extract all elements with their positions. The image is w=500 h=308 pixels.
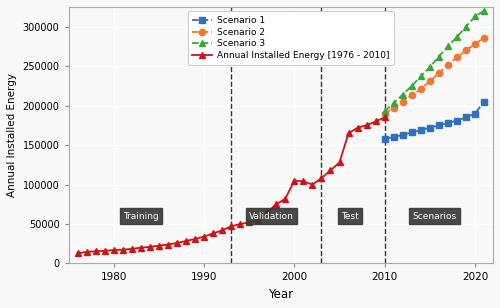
Text: Training: Training <box>123 212 158 221</box>
Annual Installed Energy [1976 - 2010] <box>382 116 388 119</box>
Scenario 1 <box>463 116 469 119</box>
Scenario 3 <box>472 14 478 18</box>
Scenario 1 <box>418 128 424 132</box>
Scenario 3 <box>454 35 460 39</box>
Scenario 1 <box>427 126 433 130</box>
Scenario 2 <box>427 79 433 83</box>
Annual Installed Energy [1976 - 2010] <box>183 239 189 243</box>
Text: Test: Test <box>342 212 359 221</box>
Scenario 2 <box>463 48 469 52</box>
Scenario 2 <box>436 71 442 75</box>
Annual Installed Energy [1976 - 2010] <box>129 247 135 251</box>
Scenario 2 <box>445 63 451 67</box>
Scenario 1 <box>454 119 460 123</box>
Annual Installed Energy [1976 - 2010] <box>246 221 252 224</box>
X-axis label: Year: Year <box>268 288 293 301</box>
Line: Scenario 2: Scenario 2 <box>382 34 487 117</box>
Annual Installed Energy [1976 - 2010] <box>74 251 80 255</box>
Scenario 1 <box>390 135 396 139</box>
Scenario 3 <box>390 101 396 105</box>
Annual Installed Energy [1976 - 2010] <box>147 245 153 249</box>
Annual Installed Energy [1976 - 2010] <box>364 124 370 127</box>
Annual Installed Energy [1976 - 2010] <box>346 132 352 135</box>
Annual Installed Energy [1976 - 2010] <box>292 179 298 182</box>
Annual Installed Energy [1976 - 2010] <box>192 237 198 241</box>
Text: Scenarios: Scenarios <box>412 212 457 221</box>
Annual Installed Energy [1976 - 2010] <box>174 241 180 245</box>
Annual Installed Energy [1976 - 2010] <box>102 249 107 253</box>
Scenario 2 <box>400 100 406 103</box>
Scenario 2 <box>481 36 487 39</box>
Annual Installed Energy [1976 - 2010] <box>120 248 126 252</box>
Scenario 3 <box>463 25 469 29</box>
Scenario 3 <box>427 65 433 69</box>
Annual Installed Energy [1976 - 2010] <box>282 197 288 201</box>
Annual Installed Energy [1976 - 2010] <box>274 202 280 206</box>
Annual Installed Energy [1976 - 2010] <box>110 248 116 252</box>
Annual Installed Energy [1976 - 2010] <box>165 243 171 246</box>
Annual Installed Energy [1976 - 2010] <box>264 210 270 214</box>
Annual Installed Energy [1976 - 2010] <box>372 120 378 123</box>
Scenario 3 <box>409 84 415 88</box>
Legend: Scenario 1, Scenario 2, Scenario 3, Annual Installed Energy [1976 - 2010]: Scenario 1, Scenario 2, Scenario 3, Annu… <box>188 11 394 65</box>
Line: Scenario 3: Scenario 3 <box>382 8 487 114</box>
Line: Annual Installed Energy [1976 - 2010]: Annual Installed Energy [1976 - 2010] <box>74 114 388 256</box>
Scenario 2 <box>409 94 415 97</box>
Scenario 2 <box>472 42 478 46</box>
Scenario 3 <box>382 109 388 113</box>
Annual Installed Energy [1976 - 2010] <box>228 225 234 228</box>
Scenario 3 <box>400 93 406 96</box>
Annual Installed Energy [1976 - 2010] <box>318 176 324 180</box>
Annual Installed Energy [1976 - 2010] <box>138 246 144 249</box>
Scenario 3 <box>418 75 424 78</box>
Scenario 3 <box>445 45 451 48</box>
Annual Installed Energy [1976 - 2010] <box>310 183 316 186</box>
Annual Installed Energy [1976 - 2010] <box>354 126 360 130</box>
Annual Installed Energy [1976 - 2010] <box>156 244 162 248</box>
Annual Installed Energy [1976 - 2010] <box>255 218 261 222</box>
Annual Installed Energy [1976 - 2010] <box>237 222 243 226</box>
Line: Scenario 1: Scenario 1 <box>382 99 487 142</box>
Annual Installed Energy [1976 - 2010] <box>300 180 306 183</box>
Scenario 3 <box>481 9 487 13</box>
Scenario 3 <box>436 55 442 59</box>
Scenario 1 <box>445 121 451 125</box>
Scenario 2 <box>382 112 388 116</box>
Annual Installed Energy [1976 - 2010] <box>201 235 207 238</box>
Annual Installed Energy [1976 - 2010] <box>210 232 216 235</box>
Scenario 1 <box>481 100 487 103</box>
Y-axis label: Annual Installed Energy: Annual Installed Energy <box>7 73 17 197</box>
Scenario 2 <box>390 106 396 110</box>
Scenario 2 <box>418 87 424 91</box>
Annual Installed Energy [1976 - 2010] <box>92 249 98 253</box>
Scenario 1 <box>472 112 478 116</box>
Annual Installed Energy [1976 - 2010] <box>84 250 89 254</box>
Scenario 1 <box>409 131 415 134</box>
Annual Installed Energy [1976 - 2010] <box>328 168 334 172</box>
Scenario 1 <box>400 133 406 137</box>
Scenario 1 <box>382 137 388 141</box>
Scenario 2 <box>454 56 460 59</box>
Annual Installed Energy [1976 - 2010] <box>219 229 225 232</box>
Text: Validation: Validation <box>250 212 294 221</box>
Scenario 1 <box>436 124 442 127</box>
Annual Installed Energy [1976 - 2010] <box>336 160 342 164</box>
